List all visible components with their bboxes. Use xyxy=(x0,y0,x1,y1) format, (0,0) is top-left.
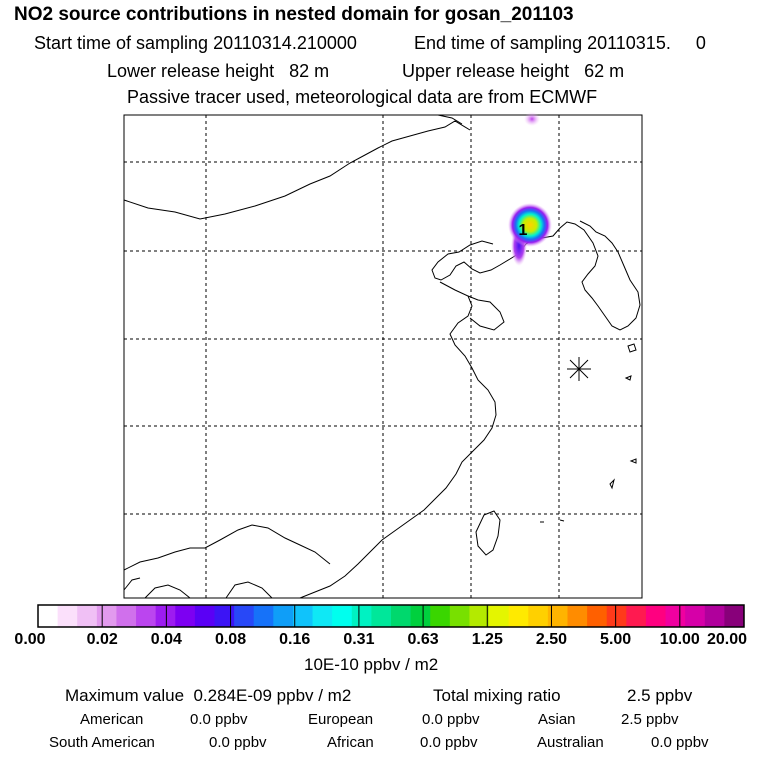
colorbar-swatch xyxy=(371,605,392,627)
region-american-label: American xyxy=(80,711,144,728)
map-panel: 1 xyxy=(123,112,643,599)
plot-title: NO2 source contributions in nested domai… xyxy=(14,4,574,25)
colorbar-swatch xyxy=(38,605,59,627)
end-time-label: End time of sampling 20110315. 0 xyxy=(414,33,706,53)
colorbar-swatch xyxy=(292,605,314,627)
upper-release-label: Upper release height 62 m xyxy=(402,61,625,81)
colorbar-swatch xyxy=(606,605,627,627)
colorbar-swatch xyxy=(587,605,608,627)
region-south-american-label: South American xyxy=(49,734,155,751)
lower-release-label: Lower release height 82 m xyxy=(107,61,330,81)
colorbar-swatch xyxy=(665,605,686,627)
colorbar-swatch xyxy=(96,605,117,627)
colorbar-swatch xyxy=(136,605,157,627)
colorbar-tick-label: 0.02 xyxy=(86,631,118,648)
colorbar-swatch xyxy=(57,605,78,627)
colorbar-unit: 10E-10 ppbv / m2 xyxy=(304,655,439,674)
region-south-american-value: 0.0 ppbv xyxy=(209,734,267,751)
colorbar-swatch xyxy=(194,605,215,627)
region-african-value: 0.0 ppbv xyxy=(420,734,478,751)
colorbar xyxy=(37,604,745,628)
colorbar-tick-label: 0.04 xyxy=(150,631,182,648)
colorbar-swatch xyxy=(645,605,667,627)
colorbar-swatch xyxy=(449,605,470,627)
colorbar-swatch xyxy=(410,605,431,627)
colorbar-tick-label: 0.16 xyxy=(279,631,311,648)
tracer-label: Passive tracer used, meteorological data… xyxy=(127,87,598,107)
region-asian-value: 2.5 ppbv xyxy=(621,711,679,728)
colorbar-tick-label: 10.00 xyxy=(659,631,700,648)
colorbar-swatch xyxy=(685,605,706,627)
colorbar-swatch xyxy=(253,605,274,627)
source-marker: 1 xyxy=(519,222,528,239)
colorbar-swatch xyxy=(273,605,294,627)
concentration-plume xyxy=(508,112,552,266)
colorbar-swatch xyxy=(508,605,529,627)
colorbar-border xyxy=(37,604,745,628)
coastlines xyxy=(123,114,641,599)
colorbar-tick-label: 5.00 xyxy=(600,631,632,648)
colorbar-tick-label: 0.63 xyxy=(407,631,439,648)
colorbar-swatch xyxy=(214,605,235,627)
colorbar-swatch xyxy=(332,605,353,627)
max-value-label: Maximum value 0.284E-09 ppbv / m2 xyxy=(65,686,352,705)
colorbar-swatch xyxy=(312,605,333,627)
colorbar-swatch xyxy=(175,605,196,627)
region-european-label: European xyxy=(308,711,374,728)
colorbar-swatch xyxy=(547,605,568,627)
colorbar-swatch xyxy=(391,605,412,627)
start-time-label: Start time of sampling 20110314.210000 xyxy=(34,33,357,53)
colorbar-tick-label: 0.00 xyxy=(14,631,46,648)
region-australian-label: Australian xyxy=(537,734,604,751)
colorbar-tick-label: 0.08 xyxy=(214,631,247,648)
region-african-label: African xyxy=(327,734,374,751)
star-icon xyxy=(567,357,591,381)
region-american-value: 0.0 ppbv xyxy=(190,711,248,728)
colorbar-swatch xyxy=(528,605,549,627)
colorbar-swatch xyxy=(489,605,510,627)
region-european-value: 0.0 ppbv xyxy=(422,711,480,728)
colorbar-tick-label: 1.25 xyxy=(471,631,503,648)
colorbar-swatch xyxy=(626,605,647,627)
region-asian-label: Asian xyxy=(538,711,576,728)
colorbar-swatch xyxy=(155,605,176,627)
colorbar-swatch xyxy=(567,605,588,627)
colorbar-swatch xyxy=(351,605,372,627)
colorbar-swatch xyxy=(234,605,255,627)
colorbar-tick-label: 20.00 xyxy=(706,631,748,648)
colorbar-swatch xyxy=(77,605,98,627)
colorbar-swatch xyxy=(116,605,137,627)
grid-lines xyxy=(124,115,642,598)
colorbar-swatch xyxy=(704,605,725,627)
total-mixing-value: 2.5 ppbv xyxy=(627,686,693,705)
colorbar-swatch xyxy=(469,605,490,627)
total-mixing-label: Total mixing ratio xyxy=(433,686,561,705)
colorbar-tick-label: 2.50 xyxy=(535,631,568,648)
colorbar-swatch xyxy=(724,605,745,627)
region-australian-value: 0.0 ppbv xyxy=(651,734,709,751)
colorbar-tick-label: 0.31 xyxy=(343,631,375,648)
colorbar-swatch xyxy=(430,605,451,627)
